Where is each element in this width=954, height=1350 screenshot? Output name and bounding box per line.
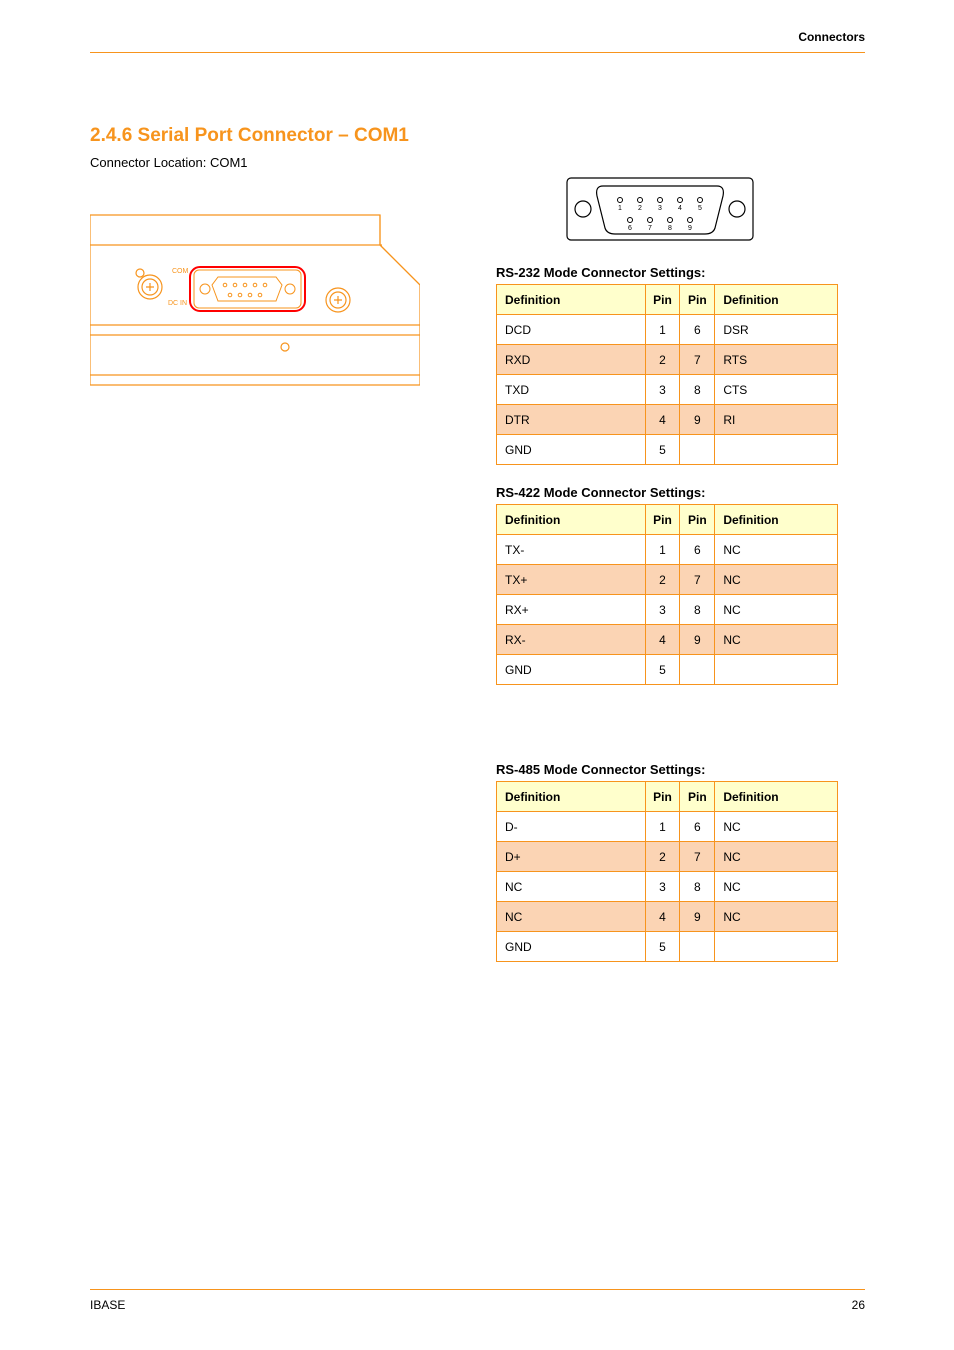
device-svg: COM DC IN [90,205,420,395]
table-row: RXD27RTS [497,345,838,375]
svg-text:9: 9 [688,225,692,232]
header-section-label: Connectors [798,30,865,44]
svg-text:6: 6 [628,225,632,232]
table-row: TX+27NC [497,565,838,595]
svg-text:8: 8 [668,225,672,232]
svg-text:5: 5 [698,205,702,212]
table-row: GND5 [497,932,838,962]
rs422-pin-table: Definition Pin Pin Definition TX-16NC TX… [496,504,838,685]
table-row: D-16NC [497,812,838,842]
table-header-row: Definition Pin Pin Definition [497,505,838,535]
document-page: Connectors 2.4.6 Serial Port Connector –… [0,0,954,1350]
table-row: GND5 [497,655,838,685]
table-header-row: Definition Pin Pin Definition [497,782,838,812]
footer-page-number: 26 [852,1298,865,1312]
col-definition-a: Definition [497,285,646,315]
svg-text:2: 2 [638,205,642,212]
col-pin-b: Pin [680,285,715,315]
footer-rule [90,1289,865,1290]
table-row: NC49NC [497,902,838,932]
table1-title: RS-232 Mode Connector Settings: [496,265,705,280]
table2-title: RS-422 Mode Connector Settings: [496,485,705,500]
table-row: DTR49RI [497,405,838,435]
table-row: NC38NC [497,872,838,902]
svg-text:DC IN: DC IN [168,300,187,307]
table-row: DCD16DSR [497,315,838,345]
table-row: TX-16NC [497,535,838,565]
table-row: TXD38CTS [497,375,838,405]
col-pin-a: Pin [645,285,680,315]
table-row: D+27NC [497,842,838,872]
com1-highlight [190,267,305,311]
svg-text:COM: COM [172,268,189,275]
device-illustration: COM DC IN [90,205,420,395]
svg-text:4: 4 [678,205,682,212]
svg-text:1: 1 [618,205,622,212]
col-definition-b: Definition [715,285,838,315]
table-row: RX+38NC [497,595,838,625]
table-header-row: Definition Pin Pin Definition [497,285,838,315]
table3-title: RS-485 Mode Connector Settings: [496,762,705,777]
rs485-pin-table: Definition Pin Pin Definition D-16NC D+2… [496,781,838,962]
db9-pinout-diagram: 1 2 3 4 5 6 7 8 9 [565,170,755,250]
header-rule [90,52,865,53]
svg-text:3: 3 [658,205,662,212]
footer-brand: IBASE [90,1298,125,1312]
table-row: RX-49NC [497,625,838,655]
rs232-pin-table: Definition Pin Pin Definition DCD16DSR R… [496,284,838,465]
svg-text:7: 7 [648,225,652,232]
section-title: 2.4.6 Serial Port Connector – COM1 [90,125,409,147]
table-row: GND5 [497,435,838,465]
section-subtitle: Connector Location: COM1 [90,155,248,170]
